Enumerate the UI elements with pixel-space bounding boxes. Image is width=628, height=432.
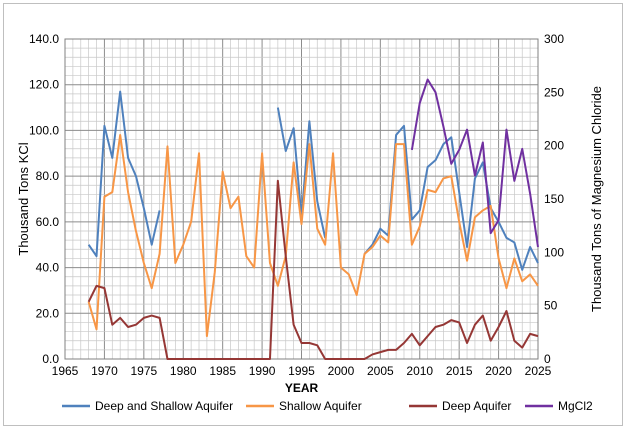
y2-tick-label: 200: [544, 139, 564, 153]
series-line-1: [87, 134, 539, 338]
legend-label: Deep Aquifer: [442, 399, 511, 413]
x-tick-label: 1980: [170, 364, 197, 378]
x-axis-title: YEAR: [285, 381, 319, 395]
x-tick-label: 1970: [91, 364, 118, 378]
x-tick-label: 1975: [130, 364, 157, 378]
x-tick-label: 1965: [52, 364, 79, 378]
y2-axis-title: Thousand Tons of Magnesium Chloride: [589, 86, 604, 312]
chart-frame: 0.0 20.0 40.0 60.0 80.0 100.0 120.0 140.0 0 50 10…: [3, 3, 623, 426]
y2-tick-label: 0: [544, 352, 551, 366]
y-axis-ticks: 0.0 20.0 40.0 60.0 80.0 100.0 120.0 140.0: [29, 32, 59, 366]
y-tick-label: 120.0: [29, 78, 59, 92]
y2-tick-label: 300: [544, 32, 564, 46]
y2-tick-label: 100: [544, 245, 564, 259]
x-tick-label: 1990: [249, 364, 276, 378]
series-line-3: [410, 78, 539, 248]
series-line-2: [87, 179, 539, 360]
plot-area: [64, 38, 539, 360]
y-tick-label: 0.0: [42, 352, 59, 366]
legend-label: Shallow Aquifer: [279, 399, 362, 413]
legend-label: Deep and Shallow Aquifer: [95, 399, 233, 413]
y-tick-label: 80.0: [36, 169, 60, 183]
y-tick-label: 140.0: [29, 32, 59, 46]
plot-area-border: [64, 38, 539, 360]
x-tick-label: 2025: [525, 364, 552, 378]
x-tick-label: 2000: [328, 364, 355, 378]
grid-lines: [64, 38, 539, 360]
legend: Deep and Shallow Aquifer Shallow Aquifer D…: [62, 399, 593, 413]
chart: 0.0 20.0 40.0 60.0 80.0 100.0 120.0 140.0 0 50 10…: [16, 32, 604, 413]
x-tick-label: 1995: [288, 364, 315, 378]
y-tick-label: 100.0: [29, 123, 59, 137]
y-tick-label: 40.0: [36, 261, 60, 275]
legend-label: MgCl2: [558, 399, 593, 413]
y-tick-label: 20.0: [36, 306, 60, 320]
y-axis-title: Thousand Tons KCl: [16, 142, 31, 255]
y2-axis-ticks: 0 50 100 150 200 250 300: [544, 32, 564, 366]
x-tick-label: 2020: [485, 364, 512, 378]
x-tick-label: 1985: [209, 364, 236, 378]
y-tick-label: 60.0: [36, 215, 60, 229]
x-axis-ticks: 1965 1970 1975 1980 1985 1990 1995 2000 2005 2010…: [52, 364, 552, 378]
y2-tick-label: 250: [544, 85, 564, 99]
y2-tick-label: 50: [544, 299, 558, 313]
x-tick-label: 2005: [367, 364, 394, 378]
x-tick-label: 2010: [406, 364, 433, 378]
series-layer: [87, 78, 539, 360]
x-tick-label: 2015: [446, 364, 473, 378]
y2-tick-label: 150: [544, 192, 564, 206]
